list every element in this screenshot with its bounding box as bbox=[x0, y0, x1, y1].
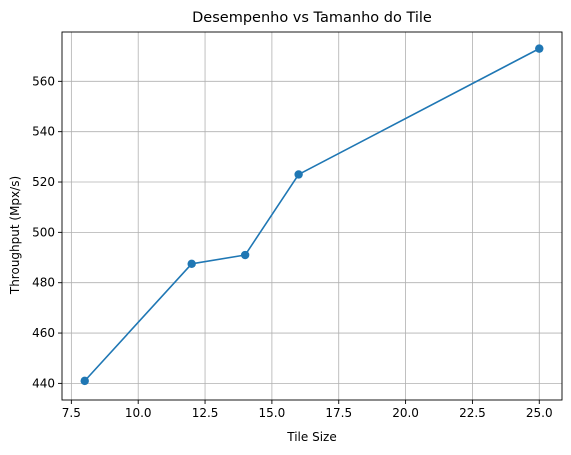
y-tick-label: 500 bbox=[32, 225, 55, 239]
y-tick-label: 560 bbox=[32, 74, 55, 88]
chart-title: Desempenho vs Tamanho do Tile bbox=[192, 10, 432, 26]
y-tick-label: 540 bbox=[32, 125, 55, 139]
y-tick-label: 480 bbox=[32, 276, 55, 290]
x-tick-label: 22.5 bbox=[459, 406, 486, 420]
plot-frame bbox=[61, 31, 563, 401]
x-tick-label: 25.0 bbox=[526, 406, 553, 420]
data-point bbox=[80, 376, 89, 386]
y-tick-label: 460 bbox=[32, 326, 55, 340]
x-tick-label: 10.0 bbox=[125, 406, 152, 420]
data-point bbox=[535, 44, 544, 53]
x-tick-label: 12.5 bbox=[192, 406, 219, 420]
x-tick-label: 20.0 bbox=[392, 406, 419, 420]
data-point bbox=[240, 250, 250, 260]
grid bbox=[62, 32, 562, 400]
x-tick-label: 15.0 bbox=[259, 406, 286, 420]
x-tick-label: 17.5 bbox=[325, 406, 352, 420]
data-point bbox=[294, 170, 303, 179]
x-tick-label: 7.5 bbox=[62, 406, 81, 420]
x-axis-label: Tile Size bbox=[286, 430, 336, 444]
y-axis-label: Throughput (Mpx/s) bbox=[8, 176, 22, 295]
series-layer bbox=[80, 44, 544, 386]
data-point bbox=[187, 259, 196, 269]
y-tick-label: 520 bbox=[32, 175, 55, 189]
y-tick-label: 440 bbox=[32, 376, 55, 390]
axes bbox=[61, 31, 563, 401]
ticks: 7.5 10.0 12.5 15.0 17.5 20.0 22.5 25.0 440 460 480… bbox=[32, 74, 553, 420]
